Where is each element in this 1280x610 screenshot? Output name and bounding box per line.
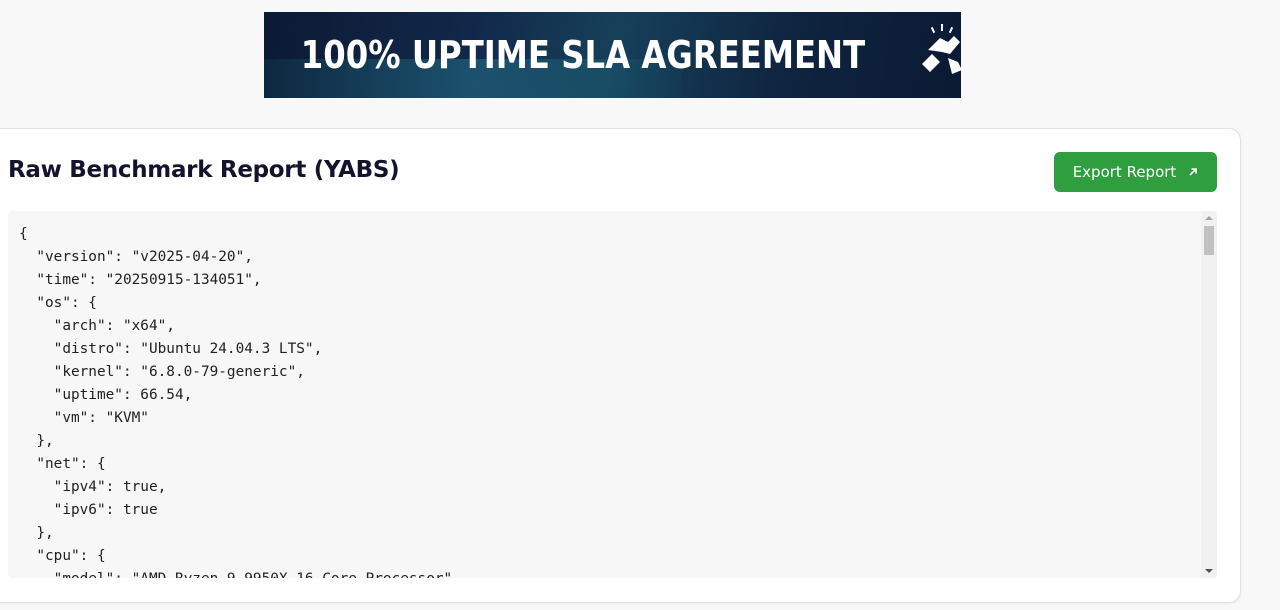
scroll-up-icon[interactable] xyxy=(1205,216,1213,220)
handshake-icon xyxy=(914,20,961,90)
json-code: { "version": "v2025-04-20", "time": "202… xyxy=(8,211,1217,578)
code-line: }, xyxy=(19,433,54,449)
code-line: "time": "20250915-134051", xyxy=(19,272,262,288)
scrollbar[interactable] xyxy=(1201,211,1217,578)
code-line: "ipv6": true xyxy=(19,502,158,518)
code-line: "model": "AMD Ryzen 9 9950X 16-Core Proc… xyxy=(19,568,1217,578)
export-report-button[interactable]: Export Report xyxy=(1054,152,1217,192)
code-line: "ipv4": true, xyxy=(19,479,167,495)
code-line: "vm": "KVM" xyxy=(19,410,149,426)
code-line: "os": { xyxy=(19,295,97,311)
code-line: "distro": "Ubuntu 24.04.3 LTS", xyxy=(19,341,323,357)
banner-text: 100% UPTIME SLA AGREEMENT xyxy=(300,33,865,77)
json-report-viewer[interactable]: { "version": "v2025-04-20", "time": "202… xyxy=(8,211,1217,578)
code-line: "version": "v2025-04-20", xyxy=(19,249,253,265)
export-report-label: Export Report xyxy=(1072,163,1177,181)
code-line: "arch": "x64", xyxy=(19,318,175,334)
sla-banner[interactable]: 100% UPTIME SLA AGREEMENT xyxy=(264,12,961,98)
banner-background xyxy=(264,59,683,98)
code-line: "net": { xyxy=(19,456,106,472)
code-line: "uptime": 66.54, xyxy=(19,387,193,403)
code-line: { xyxy=(19,226,28,242)
arrow-up-right-icon xyxy=(1188,163,1198,181)
code-line: "kernel": "6.8.0-79-generic", xyxy=(19,364,305,380)
code-line: "cpu": { xyxy=(19,548,106,564)
scrollbar-thumb[interactable] xyxy=(1204,226,1214,255)
code-line: }, xyxy=(19,525,54,541)
page-title: Raw Benchmark Report (YABS) xyxy=(8,157,400,183)
scroll-down-icon[interactable] xyxy=(1205,569,1213,573)
